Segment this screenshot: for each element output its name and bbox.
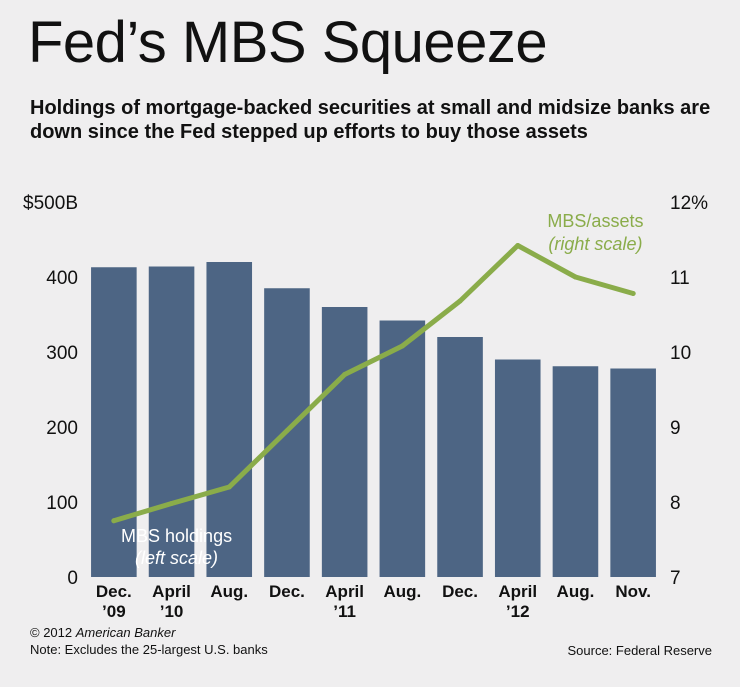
line-point (342, 372, 348, 377)
x-tick-year: ’12 (506, 602, 530, 620)
footer-note: Note: Excludes the 25-largest U.S. banks (30, 642, 268, 657)
line-point (226, 484, 232, 490)
chart-title: Fed’s MBS Squeeze (28, 10, 548, 75)
line-annotation: MBS/assets (547, 211, 643, 231)
right-axis-tick: 10 (670, 343, 691, 364)
x-tick-label: Dec. (442, 582, 478, 601)
x-tick-label: Aug. (210, 582, 248, 601)
x-tick-label: April (325, 582, 364, 601)
x-tick-label: Aug. (383, 582, 421, 601)
x-tick-year: ’11 (333, 602, 356, 620)
line-point (572, 274, 578, 280)
left-axis-tick: 0 (67, 568, 78, 589)
right-axis-tick: 11 (670, 268, 690, 289)
left-axis-tick: 100 (46, 493, 78, 514)
left-axis-tick: 200 (46, 418, 78, 439)
line-point (399, 343, 405, 349)
x-tick-label: Dec. (96, 582, 132, 601)
chart-subtitle: Holdings of mortgage-backed securities a… (30, 97, 711, 143)
left-axis-tick: 300 (46, 343, 78, 364)
left-axis-tick: 400 (46, 268, 78, 289)
x-tick-label: Nov. (615, 582, 651, 601)
bar (437, 337, 483, 577)
x-tick-year: ’09 (102, 602, 126, 620)
x-tick-label: April (152, 582, 191, 601)
line-annotation-scale: (right scale) (548, 234, 642, 254)
right-axis-tick: 8 (670, 493, 681, 514)
bar (494, 359, 541, 577)
bar (206, 262, 253, 577)
bar (148, 266, 195, 577)
line-point (111, 518, 117, 524)
line-point (169, 501, 175, 506)
left-axis-tick: $500B (23, 193, 78, 214)
right-axis-tick: 7 (670, 568, 681, 589)
chart: 0100200300400$500B789101112%Dec.’09April… (23, 193, 708, 620)
line-point (515, 243, 521, 248)
line-point (630, 291, 636, 296)
bar (321, 307, 368, 577)
line-series-mbs-assets (111, 243, 636, 524)
right-axis-tick: 12% (670, 193, 708, 214)
bar-annotation-scale: (left scale) (135, 548, 218, 568)
bar (379, 320, 426, 577)
line-point (457, 298, 463, 304)
x-tick-label: April (498, 582, 537, 601)
line-point (284, 428, 290, 434)
x-tick-label: Dec. (269, 582, 305, 601)
copyright: © 2012 American Banker (30, 625, 176, 640)
source-note: Source: Federal Reserve (567, 643, 712, 658)
bar-annotation: MBS holdings (121, 526, 232, 546)
right-axis-tick: 9 (670, 418, 681, 439)
bar (610, 368, 656, 577)
bar (552, 366, 599, 577)
bar (91, 267, 137, 577)
x-tick-label: Aug. (557, 582, 595, 601)
footer-left: © 2012 American Banker Note: Excludes th… (30, 624, 268, 658)
x-tick-year: ’10 (160, 602, 184, 620)
